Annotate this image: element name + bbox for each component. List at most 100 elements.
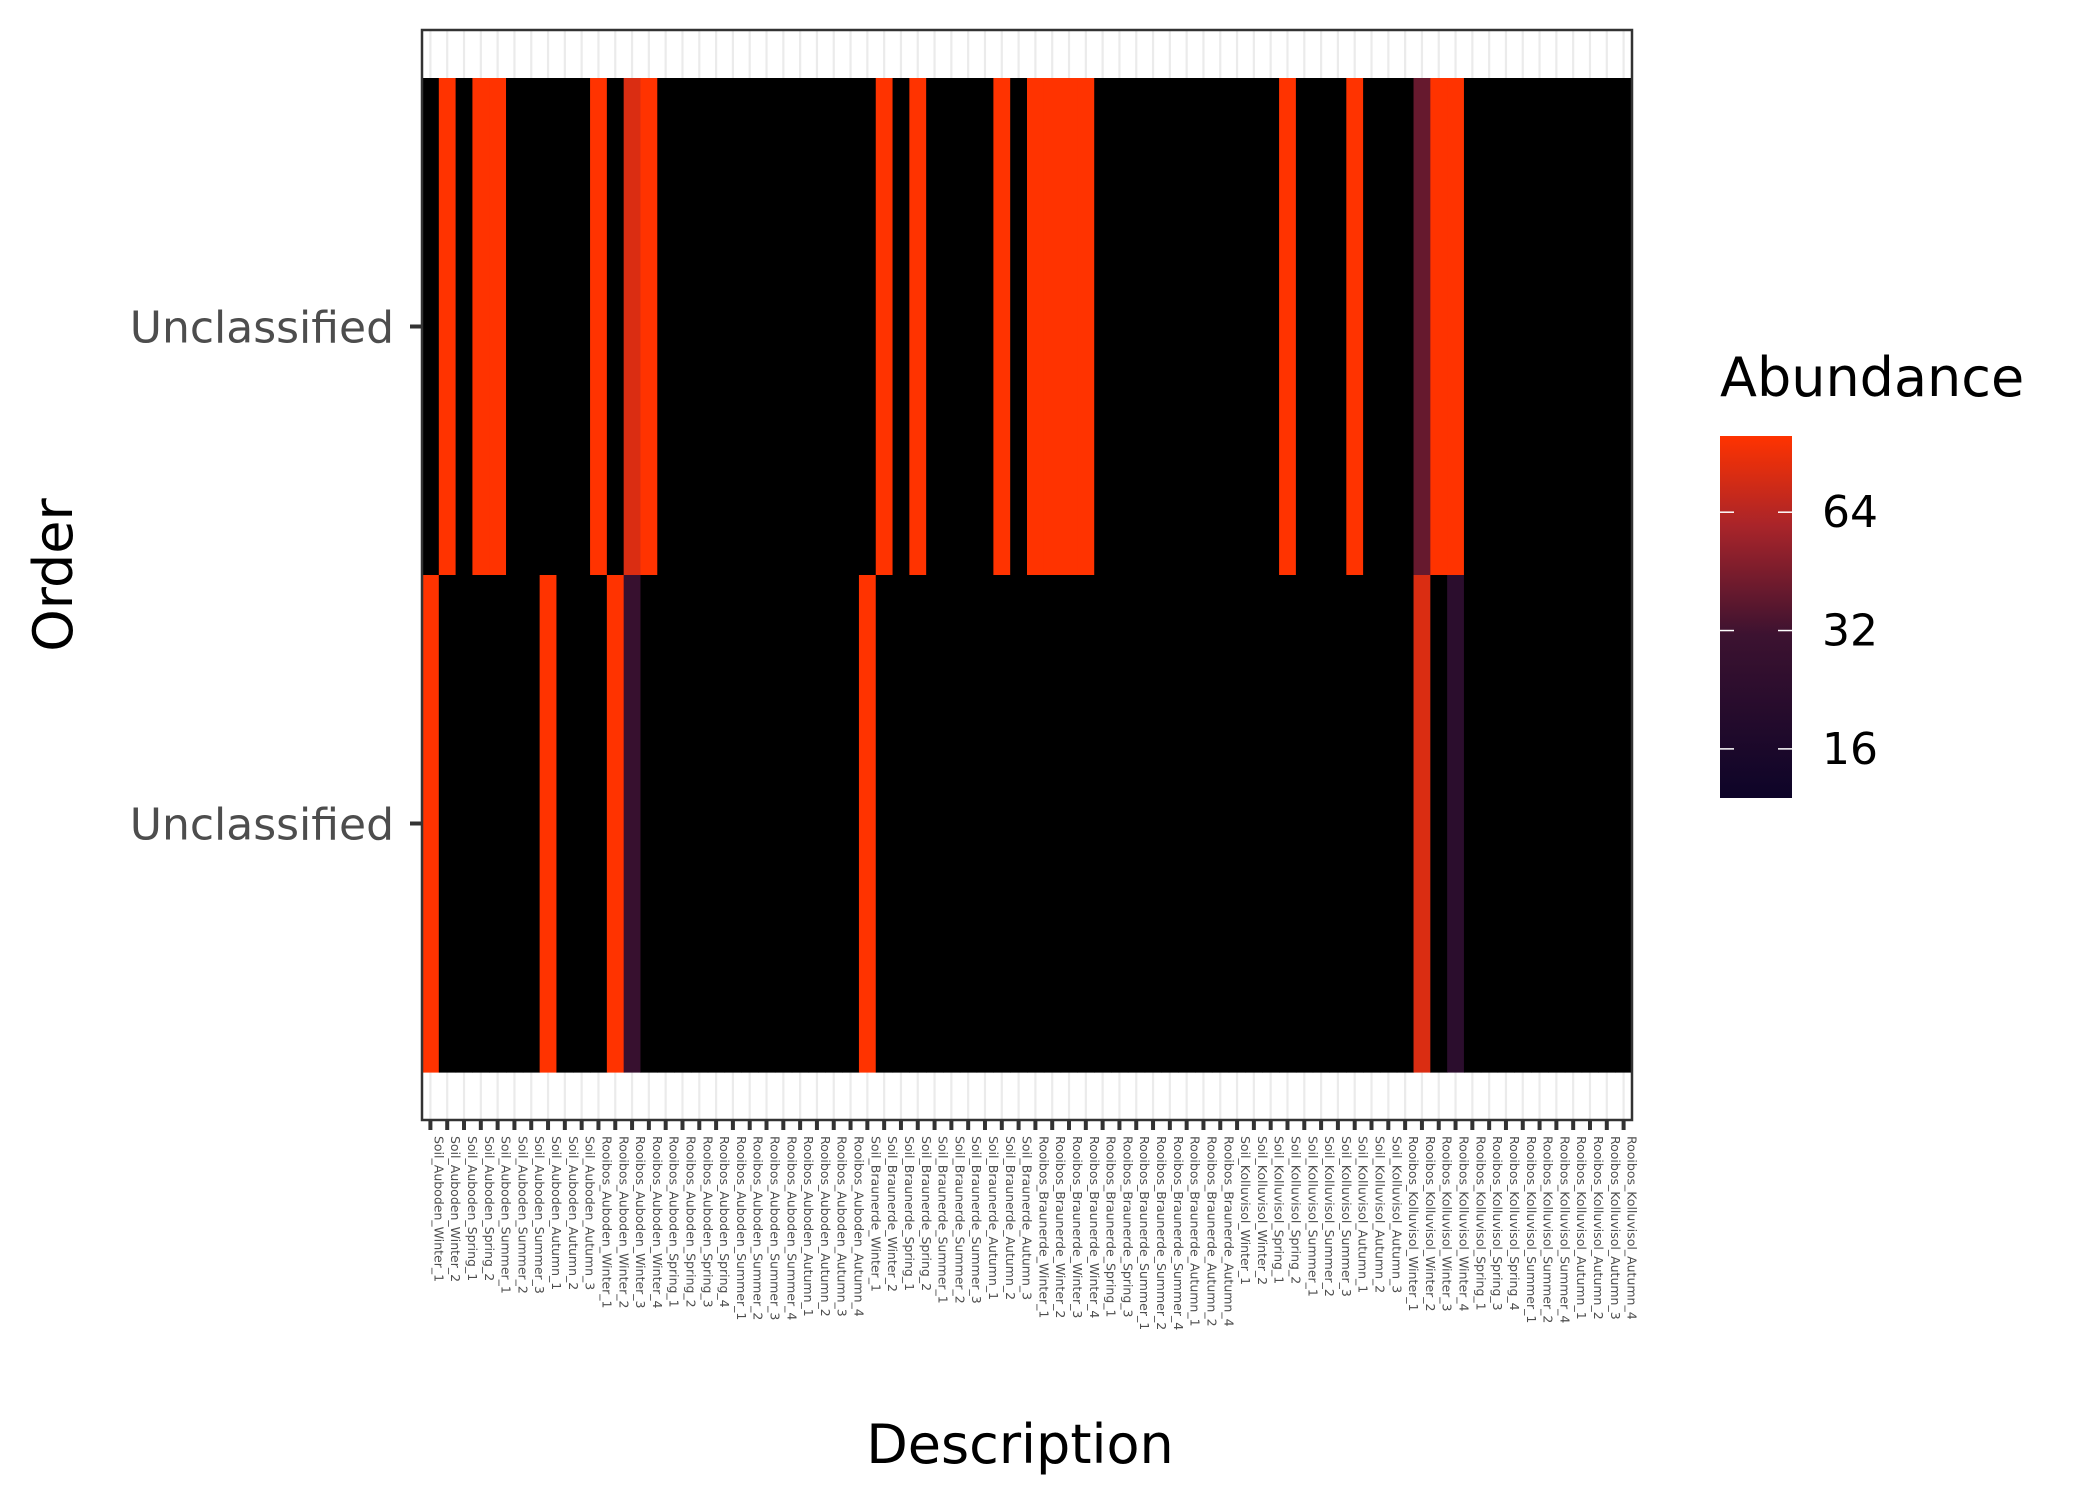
- heatmap-cell: [875, 575, 894, 1073]
- x-tick-label: Soil_Auboden_Spring_1: [465, 1136, 480, 1281]
- x-tick-label: Soil_Braunerde_Winter_2: [885, 1136, 900, 1292]
- x-tick-label: Soil_Auboden_Summer_2: [515, 1136, 530, 1294]
- heatmap-cell: [522, 575, 541, 1073]
- x-tick-label: Rooibos_Kolluvisol_Autumn_3: [1608, 1136, 1623, 1320]
- legend-ticks: 16 32 64: [1720, 487, 1878, 775]
- heatmap-cell: [1497, 575, 1515, 1073]
- x-tick-label: Soil_Braunerde_Spring_1: [902, 1136, 917, 1291]
- heatmap-cell: [690, 78, 709, 576]
- heatmap-cell: [1127, 575, 1146, 1073]
- x-tick-label: Soil_Kolluvisol_Autumn_2: [1373, 1136, 1388, 1293]
- x-tick-label: Rooibos_Auboden_Winter_3: [633, 1136, 648, 1309]
- heatmap-cell: [1480, 575, 1499, 1073]
- x-tick-label: Rooibos_Auboden_Winter_2: [616, 1136, 631, 1309]
- heatmap-cell: [1228, 575, 1247, 1073]
- x-tick-label: Rooibos_Auboden_Spring_4: [717, 1136, 732, 1308]
- heatmap-cell: [1262, 78, 1280, 576]
- heatmap-cell: [1295, 78, 1314, 576]
- x-tick-label: Soil_Kolluvisol_Summer_3: [1339, 1136, 1354, 1297]
- x-tick-label: Rooibos_Braunerde_Autumn_1: [1188, 1136, 1203, 1327]
- heatmap-cell: [1094, 78, 1112, 576]
- x-tick-label: Rooibos_Auboden_Winter_4: [650, 1136, 665, 1309]
- heatmap-cell: [1060, 78, 1079, 576]
- heatmap-cell: [1010, 575, 1028, 1073]
- heatmap-cell: [606, 575, 625, 1073]
- heatmap-cell: [1211, 78, 1230, 576]
- x-tick-label: Soil_Braunerde_Winter_1: [868, 1136, 883, 1292]
- heatmap-cell: [926, 78, 944, 576]
- heatmap-cell: [707, 575, 726, 1073]
- x-tick-label: Soil_Braunerde_Spring_2: [919, 1136, 934, 1291]
- heatmap-cell: [1279, 575, 1297, 1073]
- x-axis: Soil_Auboden_Winter_1 Soil_Auboden_Winter…: [428, 1120, 1640, 1330]
- x-tick-label: Soil_Kolluvisol_Spring_1: [1272, 1136, 1287, 1284]
- heatmap-cell: [438, 78, 457, 576]
- heatmap-cell: [556, 575, 574, 1073]
- heatmap-cell: [774, 78, 793, 576]
- heatmap-cell: [791, 575, 810, 1073]
- legend-colorbar: [1720, 436, 1792, 798]
- x-tick-label: Rooibos_Kolluvisol_Winter_3: [1440, 1136, 1455, 1312]
- heatmap-cell: [606, 78, 625, 576]
- x-tick-label: Rooibos_Auboden_Summer_1: [734, 1136, 749, 1320]
- heatmap-cell: [1514, 575, 1532, 1073]
- x-tick-label: Soil_Auboden_Summer_1: [499, 1136, 514, 1294]
- heatmap-cell: [674, 575, 692, 1073]
- heatmap-cell: [1447, 575, 1465, 1073]
- heatmap-cell: [993, 78, 1011, 576]
- heatmap-cell: [858, 575, 877, 1073]
- heatmap-cell: [976, 575, 994, 1073]
- x-tick-label: Rooibos_Braunerde_Autumn_4: [1221, 1136, 1236, 1327]
- x-tick-label: Rooibos_Auboden_Autumn_2: [818, 1136, 833, 1317]
- legend-tick-label: 32: [1822, 606, 1878, 657]
- heatmap-cell: [422, 575, 440, 1073]
- heatmap-cell: [1379, 575, 1398, 1073]
- x-tick-label: Rooibos_Braunerde_Spring_1: [1104, 1136, 1119, 1317]
- x-tick-label: Rooibos_Braunerde_Winter_3: [1070, 1136, 1085, 1318]
- heatmap-cell: [959, 78, 978, 576]
- heatmap-cell: [1363, 575, 1381, 1073]
- heatmap-cell: [1346, 78, 1364, 576]
- heatmap-cell: [1396, 575, 1415, 1073]
- x-tick-label: Soil_Braunerde_Autumn_1: [986, 1136, 1001, 1300]
- heatmap-cell: [1346, 575, 1364, 1073]
- x-tick-label: Rooibos_Auboden_Spring_3: [700, 1136, 715, 1308]
- heatmap-cell: [539, 575, 558, 1073]
- x-tick-label: Rooibos_Auboden_Winter_1: [599, 1136, 614, 1309]
- heatmap-cell: [1396, 78, 1415, 576]
- heatmap-cell: [455, 575, 474, 1073]
- heatmap-cell: [1463, 575, 1482, 1073]
- x-tick-label: Rooibos_Auboden_Autumn_3: [835, 1136, 850, 1317]
- heatmap-cell: [724, 78, 742, 576]
- y-tick-label: Unclassified: [130, 800, 394, 851]
- heatmap-cell: [640, 575, 658, 1073]
- heatmap-cell: [1598, 575, 1616, 1073]
- y-tick-label: Unclassified: [130, 303, 394, 354]
- heatmap-cell: [489, 78, 507, 576]
- heatmap-cell: [1615, 575, 1633, 1073]
- heatmap-cell: [791, 78, 810, 576]
- x-tick-label: Rooibos_Braunerde_Summer_1: [1137, 1136, 1152, 1330]
- y-axis-title: Order: [22, 497, 85, 651]
- heatmap-cell: [1413, 78, 1431, 576]
- heatmap-cell: [1581, 78, 1599, 576]
- heatmap-cell: [657, 575, 675, 1073]
- heatmap-cell: [556, 78, 574, 576]
- x-tick-label: Rooibos_Auboden_Autumn_4: [852, 1136, 867, 1317]
- x-tick-label: Soil_Auboden_Winter_2: [448, 1136, 463, 1282]
- heatmap-cell: [842, 575, 860, 1073]
- heatmap-cell: [909, 78, 927, 576]
- x-tick-label: Soil_Kolluvisol_Winter_1: [1238, 1136, 1253, 1285]
- heatmap-cell: [1144, 78, 1163, 576]
- x-tick-label: Rooibos_Braunerde_Winter_4: [1087, 1136, 1102, 1318]
- x-tick-label: Soil_Auboden_Autumn_3: [583, 1136, 598, 1290]
- heatmap-cell: [1228, 78, 1247, 576]
- heatmap-cell: [808, 78, 826, 576]
- heatmap-cell: [1178, 575, 1196, 1073]
- heatmap-cell: [926, 575, 944, 1073]
- heatmap-cell: [506, 575, 524, 1073]
- x-tick-label: Rooibos_Auboden_Spring_2: [683, 1136, 698, 1308]
- heatmap-cell: [522, 78, 541, 576]
- heatmap-cell: [1413, 575, 1431, 1073]
- heatmap-cell: [657, 78, 675, 576]
